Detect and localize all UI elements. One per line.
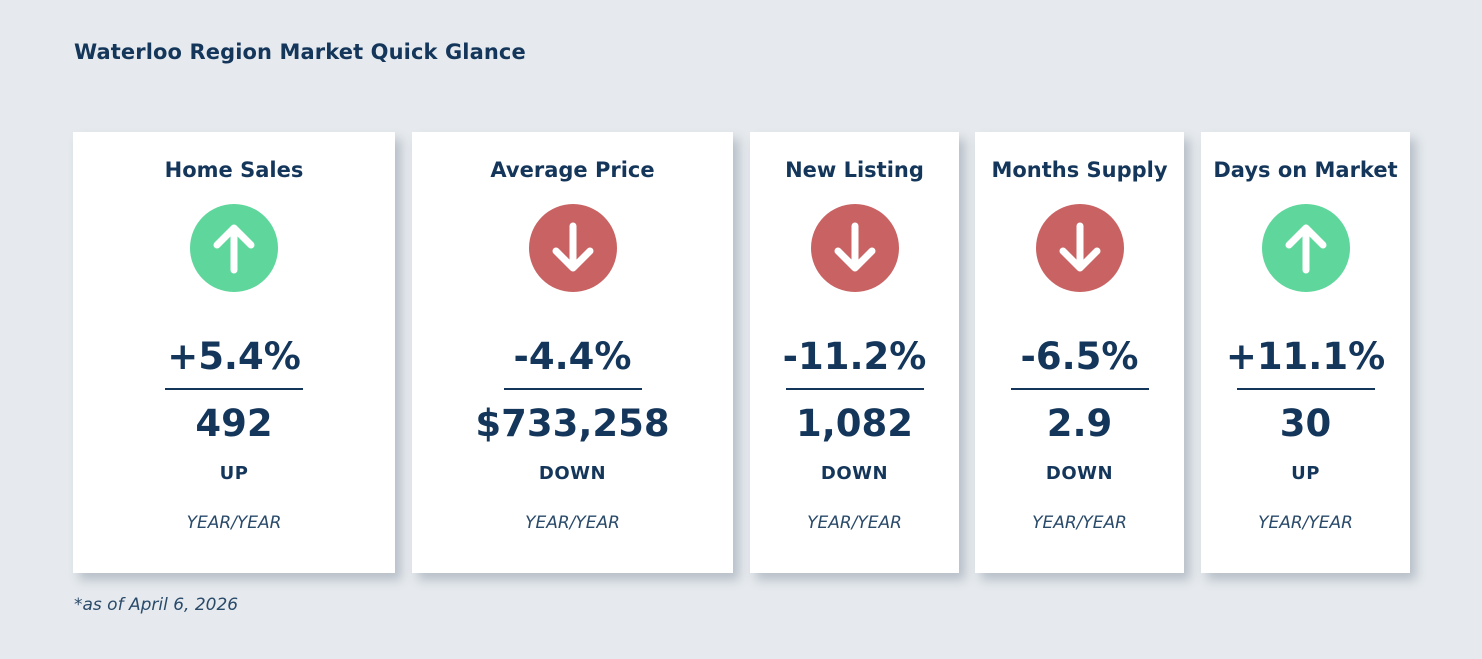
trend-direction: DOWN [538,463,607,484]
comparison-period: YEAR/YEAR [807,513,902,533]
percent-change: +11.1% [1225,335,1386,378]
percent-change: -6.5% [1020,335,1139,378]
trend-direction: UP [219,463,249,484]
percent-change: -11.2% [782,335,927,378]
metric-cards: Home Sales +5.4% 492 UP YEAR/YEAR Averag… [0,132,1482,573]
card-title: Average Price [490,158,655,182]
trend-direction: DOWN [1045,463,1114,484]
divider [503,388,642,390]
comparison-period: YEAR/YEAR [1258,513,1353,533]
divider [785,388,924,390]
arrow-up-icon [1261,204,1350,292]
divider [1236,388,1375,390]
percent-change: +5.4% [167,335,301,378]
metric-value: 30 [1279,402,1332,445]
metric-value: 492 [195,402,273,445]
card-title: New Listing [785,158,924,182]
card-days-on-market: Days on Market +11.1% 30 UP YEAR/YEAR [1201,132,1410,573]
divider [165,388,303,390]
card-title: Home Sales [164,158,304,182]
comparison-period: YEAR/YEAR [186,513,282,533]
card-months-supply: Months Supply -6.5% 2.9 DOWN YEAR/YEAR [975,132,1184,573]
metric-value: 1,082 [795,402,914,445]
card-average-price: Average Price -4.4% $733,258 DOWN YEAR/Y… [412,132,733,573]
footnote: *as of April 6, 2026 [74,595,239,615]
metric-value: 2.9 [1046,402,1113,445]
trend-direction: UP [1291,463,1320,484]
comparison-period: YEAR/YEAR [525,513,620,533]
arrow-down-icon [528,204,617,292]
card-home-sales: Home Sales +5.4% 492 UP YEAR/YEAR [73,132,395,573]
percent-change: -4.4% [513,335,632,378]
page-title: Waterloo Region Market Quick Glance [74,40,526,64]
metric-value: $733,258 [475,402,670,445]
comparison-period: YEAR/YEAR [1032,513,1127,533]
arrow-down-icon [1035,204,1124,292]
trend-direction: DOWN [820,463,889,484]
card-title: Months Supply [991,158,1168,182]
arrow-down-icon [810,204,899,292]
card-title: Days on Market [1213,158,1398,182]
arrow-up-icon [190,204,278,292]
card-new-listing: New Listing -11.2% 1,082 DOWN YEAR/YEAR [750,132,959,573]
divider [1010,388,1149,390]
